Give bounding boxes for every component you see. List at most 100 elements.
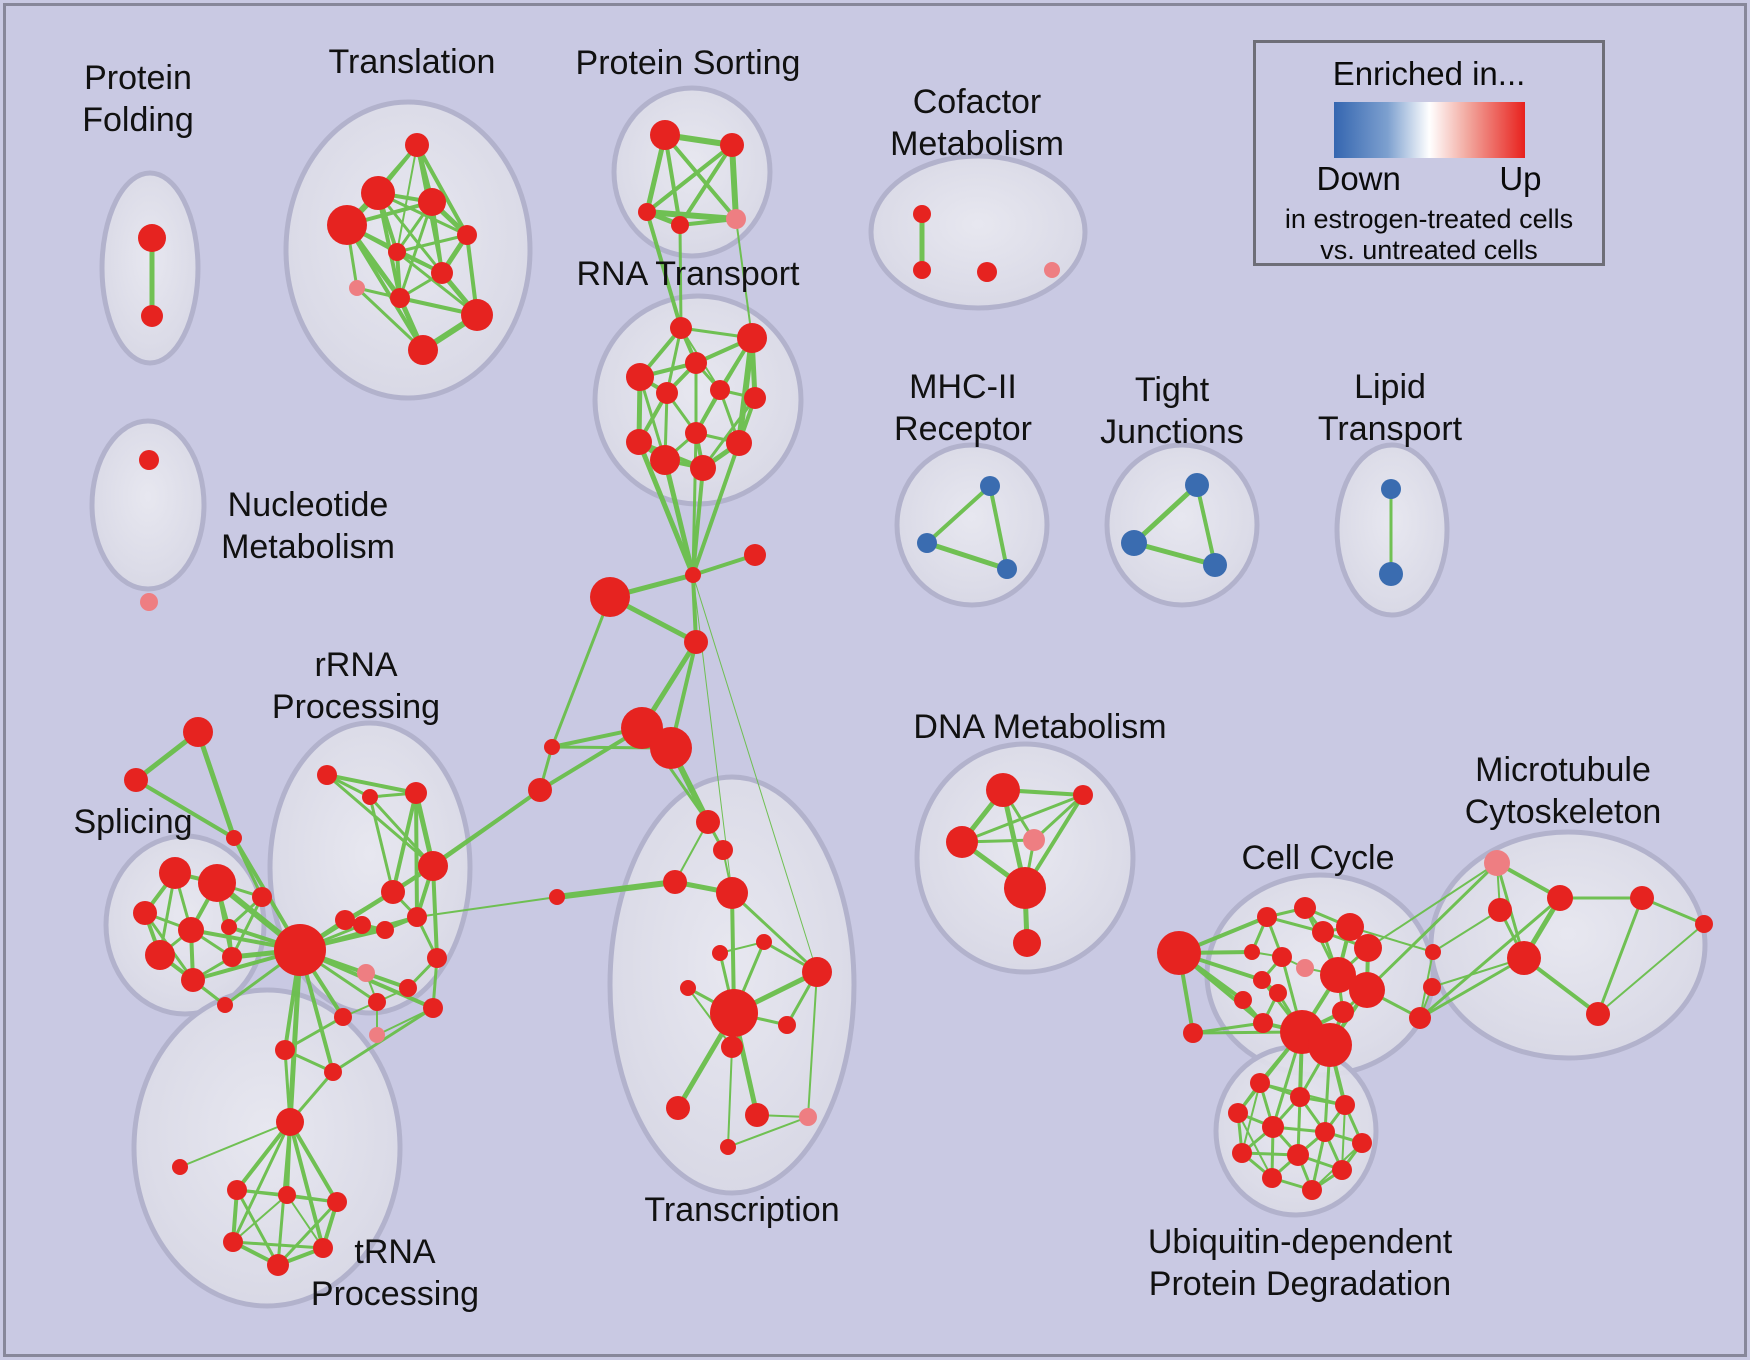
gene-set-node[interactable] [684,630,708,654]
gene-set-node[interactable] [1257,907,1277,927]
gene-set-node[interactable] [1244,944,1260,960]
gene-set-node[interactable] [423,998,443,1018]
gene-set-node[interactable] [139,450,159,470]
gene-set-node[interactable] [461,299,493,331]
gene-set-node[interactable] [680,980,696,996]
gene-set-node[interactable] [802,957,832,987]
gene-set-node[interactable] [745,1103,769,1127]
gene-set-node[interactable] [690,455,716,481]
gene-set-node[interactable] [1320,957,1356,993]
gene-set-node[interactable] [1262,1116,1284,1138]
gene-set-node[interactable] [986,773,1020,807]
gene-set-node[interactable] [1507,941,1541,975]
gene-set-node[interactable] [278,1186,296,1204]
gene-set-node[interactable] [744,387,766,409]
gene-set-node[interactable] [1232,1143,1252,1163]
gene-set-node[interactable] [1203,553,1227,577]
gene-set-node[interactable] [1312,921,1334,943]
gene-set-node[interactable] [778,1016,796,1034]
gene-set-node[interactable] [159,857,191,889]
gene-set-node[interactable] [710,380,730,400]
gene-set-node[interactable] [1290,1087,1310,1107]
gene-set-node[interactable] [1044,262,1060,278]
gene-set-node[interactable] [685,567,701,583]
gene-set-node[interactable] [222,947,242,967]
gene-set-node[interactable] [1004,867,1046,909]
gene-set-node[interactable] [418,851,448,881]
gene-set-node[interactable] [1409,1007,1431,1029]
gene-set-node[interactable] [1121,530,1147,556]
gene-set-node[interactable] [407,907,427,927]
gene-set-node[interactable] [1308,1023,1352,1067]
gene-set-node[interactable] [726,430,752,456]
gene-set-node[interactable] [666,1096,690,1120]
gene-set-node[interactable] [716,877,748,909]
gene-set-node[interactable] [710,989,758,1037]
gene-set-node[interactable] [1228,1103,1248,1123]
gene-set-node[interactable] [313,1238,333,1258]
gene-set-node[interactable] [997,559,1017,579]
gene-set-node[interactable] [1352,1133,1372,1153]
gene-set-node[interactable] [696,810,720,834]
gene-set-node[interactable] [369,1027,385,1043]
gene-set-node[interactable] [1262,1168,1282,1188]
gene-set-node[interactable] [1294,897,1316,919]
gene-set-node[interactable] [1332,1001,1354,1023]
gene-set-node[interactable] [327,1192,347,1212]
gene-set-node[interactable] [1425,944,1441,960]
gene-set-node[interactable] [133,901,157,925]
gene-set-node[interactable] [1296,959,1314,977]
gene-set-node[interactable] [544,739,560,755]
gene-set-node[interactable] [671,216,689,234]
gene-set-node[interactable] [977,262,997,282]
gene-set-node[interactable] [1073,785,1093,805]
gene-set-node[interactable] [549,889,565,905]
gene-set-node[interactable] [221,919,237,935]
gene-set-node[interactable] [275,1040,295,1060]
gene-set-node[interactable] [353,916,371,934]
gene-set-node[interactable] [913,205,931,223]
gene-set-node[interactable] [720,133,744,157]
gene-set-node[interactable] [946,826,978,858]
gene-set-node[interactable] [399,979,417,997]
gene-set-node[interactable] [172,1159,188,1175]
gene-set-node[interactable] [1488,898,1512,922]
gene-set-node[interactable] [376,921,394,939]
gene-set-node[interactable] [334,1008,352,1026]
gene-set-node[interactable] [198,864,236,902]
gene-set-node[interactable] [1253,971,1271,989]
gene-set-node[interactable] [1302,1180,1322,1200]
gene-set-node[interactable] [650,445,680,475]
gene-set-node[interactable] [1013,929,1041,957]
gene-set-node[interactable] [405,782,427,804]
gene-set-node[interactable] [744,544,766,566]
gene-set-node[interactable] [1586,1002,1610,1026]
gene-set-node[interactable] [756,934,772,950]
gene-set-node[interactable] [388,243,406,261]
gene-set-node[interactable] [390,288,410,308]
gene-set-node[interactable] [663,870,687,894]
gene-set-node[interactable] [650,727,692,769]
gene-set-node[interactable] [427,948,447,968]
gene-set-node[interactable] [124,768,148,792]
gene-set-node[interactable] [650,120,680,150]
gene-set-node[interactable] [327,205,367,245]
gene-set-node[interactable] [252,887,272,907]
gene-set-node[interactable] [357,964,375,982]
gene-set-node[interactable] [226,830,242,846]
gene-set-node[interactable] [721,1036,743,1058]
gene-set-node[interactable] [408,335,438,365]
gene-set-node[interactable] [1423,978,1441,996]
gene-set-node[interactable] [183,717,213,747]
gene-set-node[interactable] [713,840,733,860]
gene-set-node[interactable] [1630,886,1654,910]
gene-set-node[interactable] [1315,1122,1335,1142]
gene-set-node[interactable] [712,945,728,961]
gene-set-node[interactable] [1183,1023,1203,1043]
gene-set-node[interactable] [1253,1013,1273,1033]
gene-set-node[interactable] [720,1139,736,1155]
gene-set-node[interactable] [178,917,204,943]
gene-set-node[interactable] [1332,1160,1352,1180]
gene-set-node[interactable] [1336,913,1364,941]
gene-set-node[interactable] [317,765,337,785]
